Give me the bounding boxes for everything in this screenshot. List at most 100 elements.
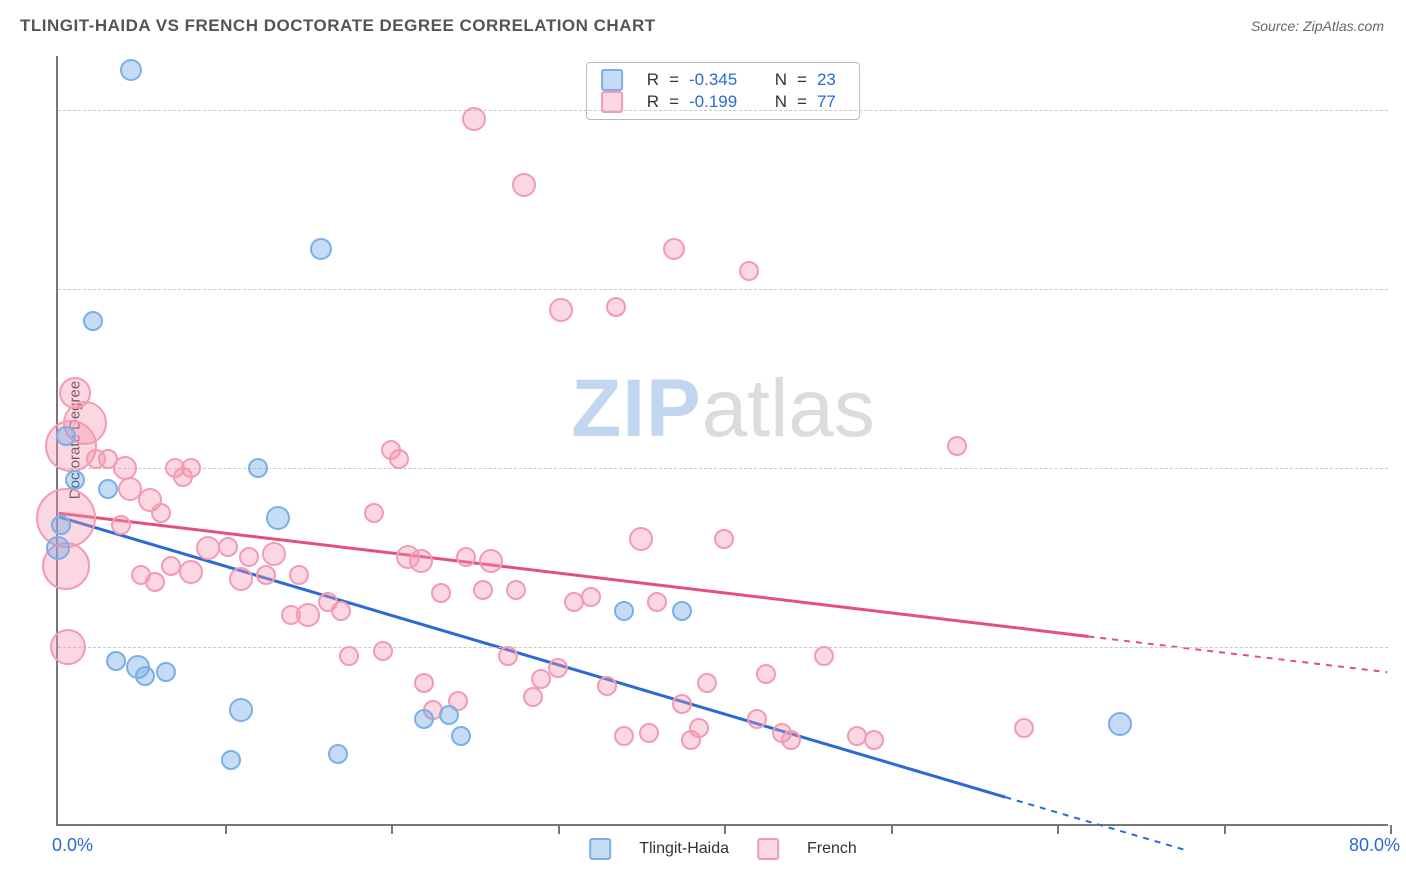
r-value-0: -0.345 (689, 70, 751, 90)
data-point-french (389, 449, 409, 469)
data-point-french (456, 547, 476, 567)
data-point-french (218, 537, 238, 557)
data-point-french (549, 298, 573, 322)
data-point-tlingit_haida (229, 698, 253, 722)
data-point-french (739, 261, 759, 281)
corr-swatch-0 (601, 69, 623, 91)
data-point-french (947, 436, 967, 456)
watermark-atlas: atlas (702, 363, 875, 454)
data-point-french (714, 529, 734, 549)
data-point-french (364, 503, 384, 523)
data-point-french (181, 458, 201, 478)
data-point-tlingit_haida (135, 666, 155, 686)
data-point-tlingit_haida (439, 705, 459, 725)
legend-swatch-french (757, 838, 779, 860)
data-point-french (647, 592, 667, 612)
n-value-0: 23 (817, 70, 845, 90)
data-point-french (111, 515, 131, 535)
data-point-french (196, 536, 220, 560)
data-point-tlingit_haida (672, 601, 692, 621)
data-point-french (229, 567, 253, 591)
x-axis-max: 80.0% (1349, 835, 1400, 856)
data-point-french (581, 587, 601, 607)
data-point-tlingit_haida (414, 709, 434, 729)
scatter-plot: ZIPatlas Doctorate Degree 0.0% 80.0% Tli… (56, 56, 1388, 826)
data-point-french (697, 673, 717, 693)
data-point-french (606, 297, 626, 317)
gridline-h (58, 647, 1388, 648)
data-point-french (145, 572, 165, 592)
data-point-french (289, 565, 309, 585)
data-point-french (462, 107, 486, 131)
data-point-french (1014, 718, 1034, 738)
regression-line-french (59, 513, 1089, 636)
data-point-french (373, 641, 393, 661)
x-axis-min: 0.0% (52, 835, 93, 856)
x-tick (558, 825, 560, 834)
y-tick-label: 2.0% (1398, 457, 1406, 478)
data-point-french (512, 173, 536, 197)
data-point-french (663, 238, 685, 260)
data-point-tlingit_haida (156, 662, 176, 682)
x-tick (724, 825, 726, 834)
source-name: ZipAtlas.com (1303, 18, 1384, 34)
data-point-tlingit_haida (98, 479, 118, 499)
data-point-french (239, 547, 259, 567)
data-point-tlingit_haida (451, 726, 471, 746)
x-tick (1390, 825, 1392, 834)
data-point-french (689, 718, 709, 738)
data-point-french (113, 456, 137, 480)
data-point-tlingit_haida (65, 470, 85, 490)
data-point-french (639, 723, 659, 743)
series-legend: Tlingit-Haida French (589, 838, 857, 860)
data-point-tlingit_haida (221, 750, 241, 770)
data-point-french (151, 503, 171, 523)
data-point-french (479, 549, 503, 573)
data-point-french (498, 646, 518, 666)
data-point-french (431, 583, 451, 603)
data-point-french (597, 676, 617, 696)
data-point-french (256, 565, 276, 585)
data-point-french (523, 687, 543, 707)
data-point-tlingit_haida (266, 506, 290, 530)
data-point-tlingit_haida (310, 238, 332, 260)
data-point-tlingit_haida (46, 536, 70, 560)
x-tick (391, 825, 393, 834)
data-point-french (629, 527, 653, 551)
data-point-tlingit_haida (51, 515, 71, 535)
watermark-zip: ZIP (571, 363, 702, 454)
data-point-tlingit_haida (1108, 712, 1132, 736)
data-point-french (756, 664, 776, 684)
y-tick-label: 3.0% (1398, 278, 1406, 299)
data-point-french (414, 673, 434, 693)
data-point-french (179, 560, 203, 584)
legend-swatch-tlingit-haida (589, 838, 611, 860)
watermark: ZIPatlas (571, 362, 875, 456)
data-point-french (864, 730, 884, 750)
data-point-french (161, 556, 181, 576)
data-point-french (473, 580, 493, 600)
data-point-tlingit_haida (56, 426, 76, 446)
data-point-french (781, 730, 801, 750)
x-tick (225, 825, 227, 834)
data-point-tlingit_haida (248, 458, 268, 478)
correlation-legend: R= -0.345 N= 23 R= -0.199 N= 77 (586, 62, 860, 120)
data-point-french (262, 542, 286, 566)
data-point-french (409, 549, 433, 573)
data-point-french (506, 580, 526, 600)
y-tick-label: 1.0% (1398, 636, 1406, 657)
x-tick (1057, 825, 1059, 834)
data-point-french (672, 694, 692, 714)
data-point-tlingit_haida (106, 651, 126, 671)
data-point-tlingit_haida (328, 744, 348, 764)
data-point-french (814, 646, 834, 666)
gridline-h (58, 289, 1388, 290)
data-point-tlingit_haida (120, 59, 142, 81)
data-point-tlingit_haida (614, 601, 634, 621)
data-point-french (331, 601, 351, 621)
correlation-row-0: R= -0.345 N= 23 (601, 69, 845, 91)
data-point-french (747, 709, 767, 729)
source-prefix: Source: (1251, 18, 1303, 34)
gridline-h (58, 110, 1388, 111)
source-attribution: Source: ZipAtlas.com (1251, 18, 1384, 34)
